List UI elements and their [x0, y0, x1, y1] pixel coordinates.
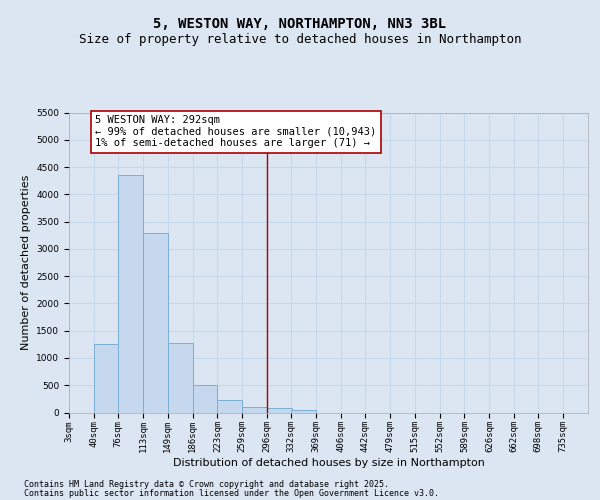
Text: Contains public sector information licensed under the Open Government Licence v3: Contains public sector information licen…	[24, 489, 439, 498]
Bar	[291, 410, 316, 412]
Text: Contains HM Land Registry data © Crown copyright and database right 2025.: Contains HM Land Registry data © Crown c…	[24, 480, 389, 489]
Bar	[143, 232, 168, 412]
Text: 5 WESTON WAY: 292sqm
← 99% of detached houses are smaller (10,943)
1% of semi-de: 5 WESTON WAY: 292sqm ← 99% of detached h…	[95, 115, 377, 148]
Text: 5, WESTON WAY, NORTHAMPTON, NN3 3BL: 5, WESTON WAY, NORTHAMPTON, NN3 3BL	[154, 18, 446, 32]
Text: Size of property relative to detached houses in Northampton: Size of property relative to detached ho…	[79, 32, 521, 46]
Y-axis label: Number of detached properties: Number of detached properties	[21, 175, 31, 350]
Bar	[242, 407, 267, 412]
X-axis label: Distribution of detached houses by size in Northampton: Distribution of detached houses by size …	[173, 458, 484, 468]
Bar	[118, 175, 143, 412]
Bar	[94, 344, 119, 412]
Bar	[193, 385, 217, 412]
Bar	[167, 343, 193, 412]
Bar	[267, 408, 292, 412]
Bar	[217, 400, 242, 412]
